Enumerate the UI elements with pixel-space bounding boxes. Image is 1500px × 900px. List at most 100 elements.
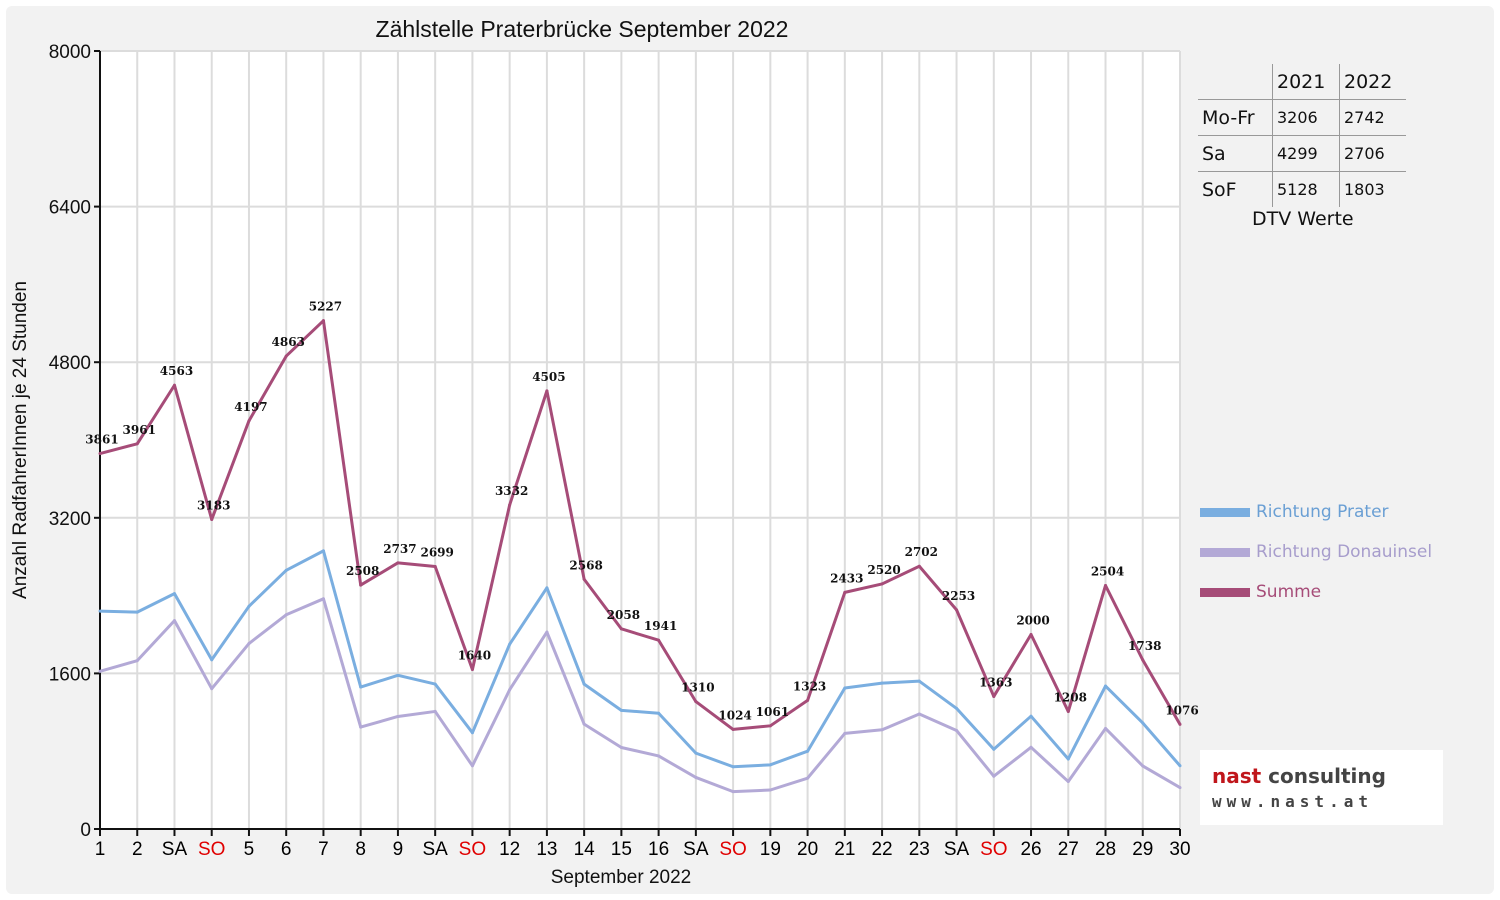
logo-url: www.nast.at: [1212, 792, 1373, 811]
x-tick-label: 30: [1169, 839, 1190, 860]
data-point: [321, 319, 325, 323]
data-point: [657, 711, 661, 715]
data-point: [1104, 726, 1108, 730]
legend-swatch: [1200, 547, 1250, 557]
x-tick-label: 27: [1058, 839, 1079, 860]
data-label: 2702: [905, 545, 938, 559]
data-point: [508, 642, 512, 646]
data-point: [1029, 714, 1033, 718]
data-point: [917, 712, 921, 716]
x-tick-labels: 1 2 SA SO 5 6 7 8 9 SA SO 12 13 14 15 16 SA SO 19 20 21 22 23 S…: [95, 839, 1191, 860]
data-point: [992, 694, 996, 698]
legend-label: Richtung Donauinsel: [1256, 542, 1433, 562]
dtv-corner: [1198, 64, 1273, 100]
x-tick-label: 5: [244, 839, 255, 860]
data-point: [247, 604, 251, 608]
dtv-value-2022: 1803: [1339, 171, 1406, 207]
data-label: 2568: [569, 558, 602, 572]
series-line-0: [99, 549, 1182, 769]
data-point: [917, 564, 921, 568]
y-axis-label: Anzahl RadfahrerInnen je 24 Stunden: [10, 281, 31, 599]
data-label: 1024: [718, 708, 751, 722]
data-label: 2253: [942, 589, 975, 603]
data-label: 2504: [1091, 564, 1124, 578]
data-point: [731, 727, 735, 731]
data-label: 4505: [532, 370, 565, 384]
data-label: 3183: [197, 498, 230, 512]
x-tick-label: 8: [355, 839, 366, 860]
data-point: [582, 722, 586, 726]
data-point: [1178, 764, 1182, 768]
x-tick-label: 9: [393, 839, 404, 860]
data-point: [210, 517, 214, 521]
data-point: [321, 549, 325, 553]
data-label: 1323: [793, 679, 826, 693]
data-label: 1640: [458, 649, 491, 663]
data-point: [843, 686, 847, 690]
axes: [94, 50, 1181, 836]
data-point: [1029, 745, 1033, 749]
data-point: [98, 609, 102, 613]
data-point: [992, 747, 996, 751]
data-point: [545, 389, 549, 393]
logo-name-part: nast: [1212, 764, 1262, 788]
dtv-value-2021: 3206: [1272, 99, 1340, 136]
data-point: [1066, 780, 1070, 784]
data-point: [1178, 722, 1182, 726]
data-point: [731, 790, 735, 794]
data-point: [1141, 764, 1145, 768]
x-tick-label: SA: [944, 839, 970, 860]
legend-item-richtung-prater: Richtung Prater: [1200, 492, 1432, 532]
data-label: 2737: [383, 542, 416, 556]
data-point: [694, 751, 698, 755]
data-label: 1208: [1054, 691, 1087, 705]
data-point: [1178, 786, 1182, 790]
data-point: [359, 583, 363, 587]
data-label: 1310: [681, 681, 714, 695]
data-label: 4197: [234, 400, 267, 414]
y-tick-label: 1600: [49, 664, 91, 685]
x-tick-label: 22: [871, 839, 892, 860]
data-point: [619, 708, 623, 712]
x-tick-label: 21: [834, 839, 855, 860]
y-tick-label: 6400: [49, 198, 91, 219]
data-point: [172, 383, 176, 387]
series-line-2: [99, 319, 1182, 731]
legend-label: Summe: [1256, 582, 1322, 602]
x-tick-label: 15: [611, 839, 632, 860]
data-point: [1029, 633, 1033, 636]
data-point: [359, 725, 363, 729]
data-point: [247, 642, 251, 646]
x-tick-label: 28: [1095, 839, 1116, 860]
data-label: 3961: [123, 423, 156, 437]
legend-item-summe: Summe: [1200, 572, 1432, 612]
legend-swatch: [1200, 587, 1250, 597]
y-tick-label: 0: [80, 820, 91, 841]
data-point: [284, 568, 288, 572]
data-point: [135, 610, 139, 614]
data-point: [98, 669, 102, 673]
x-tick-label: SO: [719, 839, 746, 860]
logo-name-part: consulting: [1261, 764, 1386, 788]
data-point: [955, 706, 959, 710]
y-tick-label: 8000: [49, 42, 91, 63]
data-point: [880, 728, 884, 732]
x-tick-label: 19: [760, 839, 781, 860]
data-point: [210, 658, 214, 662]
data-label: 5227: [309, 300, 342, 314]
data-point: [768, 788, 772, 792]
data-point: [768, 763, 772, 767]
data-labels: 3861 3961 4563 3183 4197 4863 5227 2508 2737 2699…: [85, 300, 1198, 723]
x-tick-label: 1: [95, 839, 106, 860]
data-point: [470, 731, 474, 735]
x-tick-label: SO: [198, 839, 225, 860]
data-point: [470, 668, 474, 672]
data-point: [582, 682, 586, 686]
x-tick-label: 6: [281, 839, 292, 860]
data-point: [1104, 684, 1108, 688]
data-point: [880, 681, 884, 685]
data-point: [880, 582, 884, 586]
dtv-row-label: SoF: [1198, 171, 1273, 207]
company-logo: nast consulting www.nast.at: [1200, 750, 1443, 825]
data-point: [508, 688, 512, 692]
